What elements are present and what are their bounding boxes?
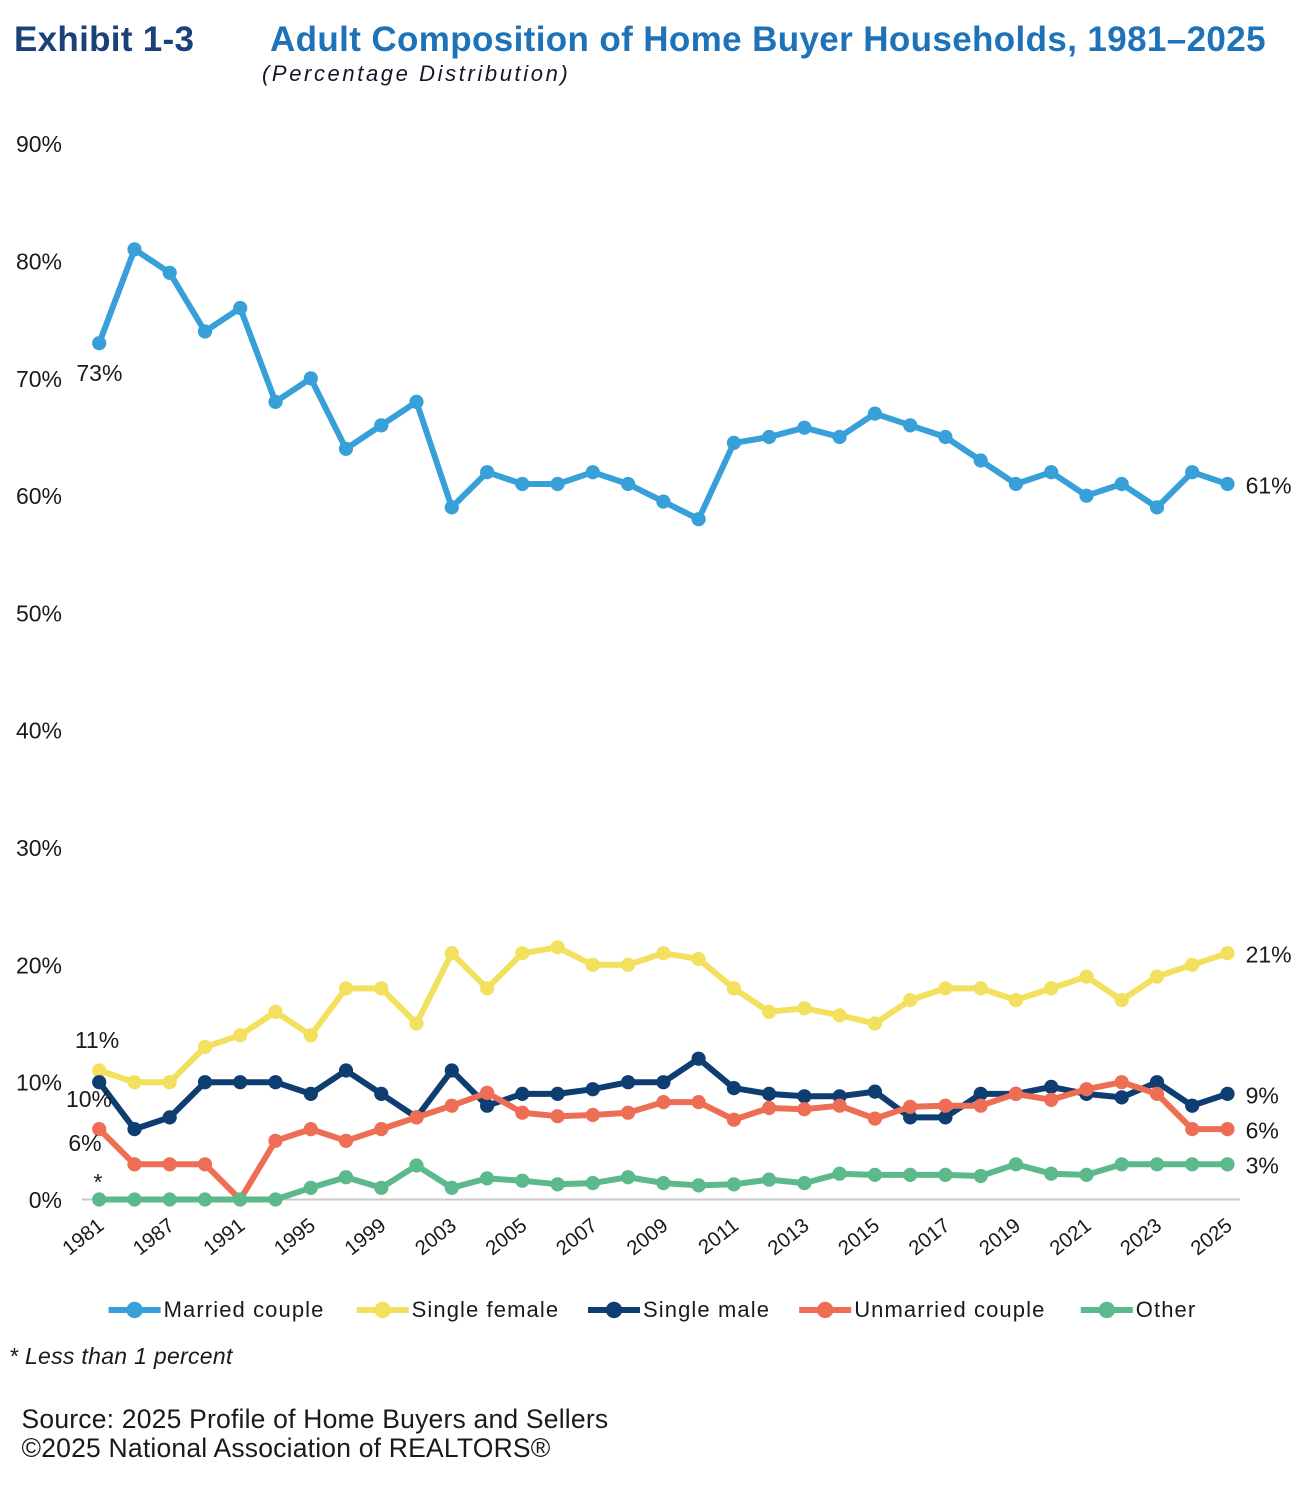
svg-text:(Percentage Distribution): (Percentage Distribution) <box>262 61 570 86</box>
svg-text:2023: 2023 <box>1116 1214 1166 1260</box>
svg-text:6%: 6% <box>68 1130 101 1156</box>
svg-text:2005: 2005 <box>481 1214 531 1260</box>
svg-text:3%: 3% <box>1246 1153 1279 1179</box>
svg-text:9%: 9% <box>1246 1082 1279 1108</box>
svg-text:90%: 90% <box>16 131 62 157</box>
svg-text:2025: 2025 <box>1186 1214 1236 1260</box>
svg-text:70%: 70% <box>16 366 62 392</box>
svg-text:20%: 20% <box>16 952 62 978</box>
svg-text:Source: 2025 Profile of Home B: Source: 2025 Profile of Home Buyers and … <box>22 1404 609 1434</box>
svg-text:1987: 1987 <box>129 1214 179 1260</box>
svg-text:* Less than 1 percent: * Less than 1 percent <box>9 1343 234 1369</box>
svg-text:Other: Other <box>1136 1297 1197 1322</box>
svg-text:2011: 2011 <box>694 1214 743 1259</box>
svg-text:73%: 73% <box>76 360 122 386</box>
svg-text:Single male: Single male <box>643 1297 770 1322</box>
svg-text:6%: 6% <box>1246 1118 1279 1144</box>
svg-text:2007: 2007 <box>552 1214 602 1260</box>
svg-text:40%: 40% <box>16 718 62 744</box>
svg-text:2021: 2021 <box>1045 1214 1095 1260</box>
svg-text:10%: 10% <box>66 1086 112 1112</box>
svg-text:61%: 61% <box>1246 472 1292 498</box>
svg-text:Single female: Single female <box>412 1297 560 1322</box>
svg-text:2003: 2003 <box>411 1214 461 1260</box>
svg-text:2015: 2015 <box>834 1214 884 1260</box>
svg-text:30%: 30% <box>16 835 62 861</box>
svg-text:Married couple: Married couple <box>164 1297 325 1322</box>
svg-text:1981: 1981 <box>58 1214 108 1260</box>
svg-text:1999: 1999 <box>340 1214 390 1260</box>
svg-text:Exhibit 1-3: Exhibit 1-3 <box>14 20 194 59</box>
svg-text:11%: 11% <box>75 1027 119 1053</box>
svg-text:*: * <box>94 1169 103 1195</box>
svg-text:80%: 80% <box>16 249 62 275</box>
svg-text:©2025 National Association of: ©2025 National Association of REALTORS® <box>22 1433 551 1463</box>
svg-text:1991: 1991 <box>199 1214 249 1260</box>
svg-text:Unmarried couple: Unmarried couple <box>854 1297 1045 1322</box>
svg-text:2017: 2017 <box>904 1214 954 1260</box>
svg-text:2019: 2019 <box>975 1214 1025 1260</box>
svg-text:2009: 2009 <box>622 1214 672 1260</box>
svg-text:2013: 2013 <box>763 1214 813 1260</box>
svg-text:10%: 10% <box>16 1070 62 1096</box>
svg-text:0%: 0% <box>29 1187 62 1213</box>
svg-text:21%: 21% <box>1246 942 1292 968</box>
svg-text:50%: 50% <box>16 600 62 626</box>
svg-text:60%: 60% <box>16 483 62 509</box>
svg-text:1995: 1995 <box>270 1214 320 1260</box>
svg-text:Adult Composition of Home Buye: Adult Composition of Home Buyer Househol… <box>270 20 1266 59</box>
